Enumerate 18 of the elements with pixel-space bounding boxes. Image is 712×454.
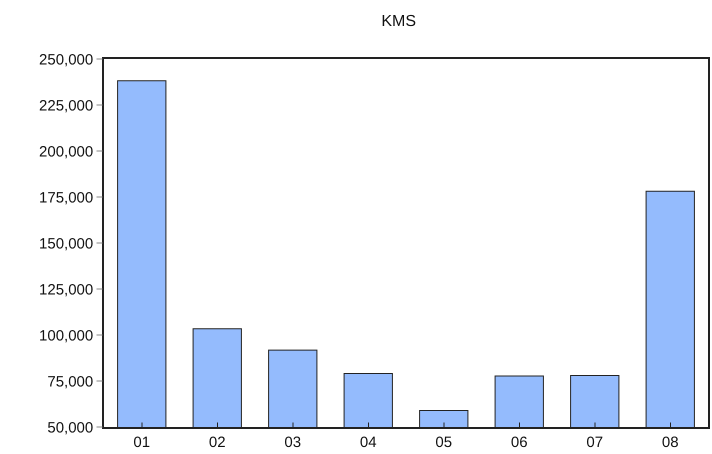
y-tick-label: 175,000 [39,189,94,206]
x-tick-label: 06 [510,434,528,451]
x-tick-label: 07 [586,434,604,451]
y-tick-label: 250,000 [39,51,94,68]
x-tick-label: 08 [662,434,679,451]
chart-title: KMS [381,13,416,30]
y-tick-label: 100,000 [39,327,94,344]
y-tick-label: 150,000 [39,235,94,252]
x-tick-label: 01 [133,434,150,451]
y-tick-label: 75,000 [47,373,94,390]
x-tick-label: 03 [284,434,302,451]
y-tick-label: 125,000 [39,281,94,298]
x-tick-label: 05 [435,434,452,451]
x-tick-label: 04 [360,434,377,451]
y-tick-label: 50,000 [47,419,94,436]
x-tick-label: 02 [208,434,226,451]
y-tick-label: 200,000 [39,143,94,160]
y-tick-label: 225,000 [39,97,94,114]
